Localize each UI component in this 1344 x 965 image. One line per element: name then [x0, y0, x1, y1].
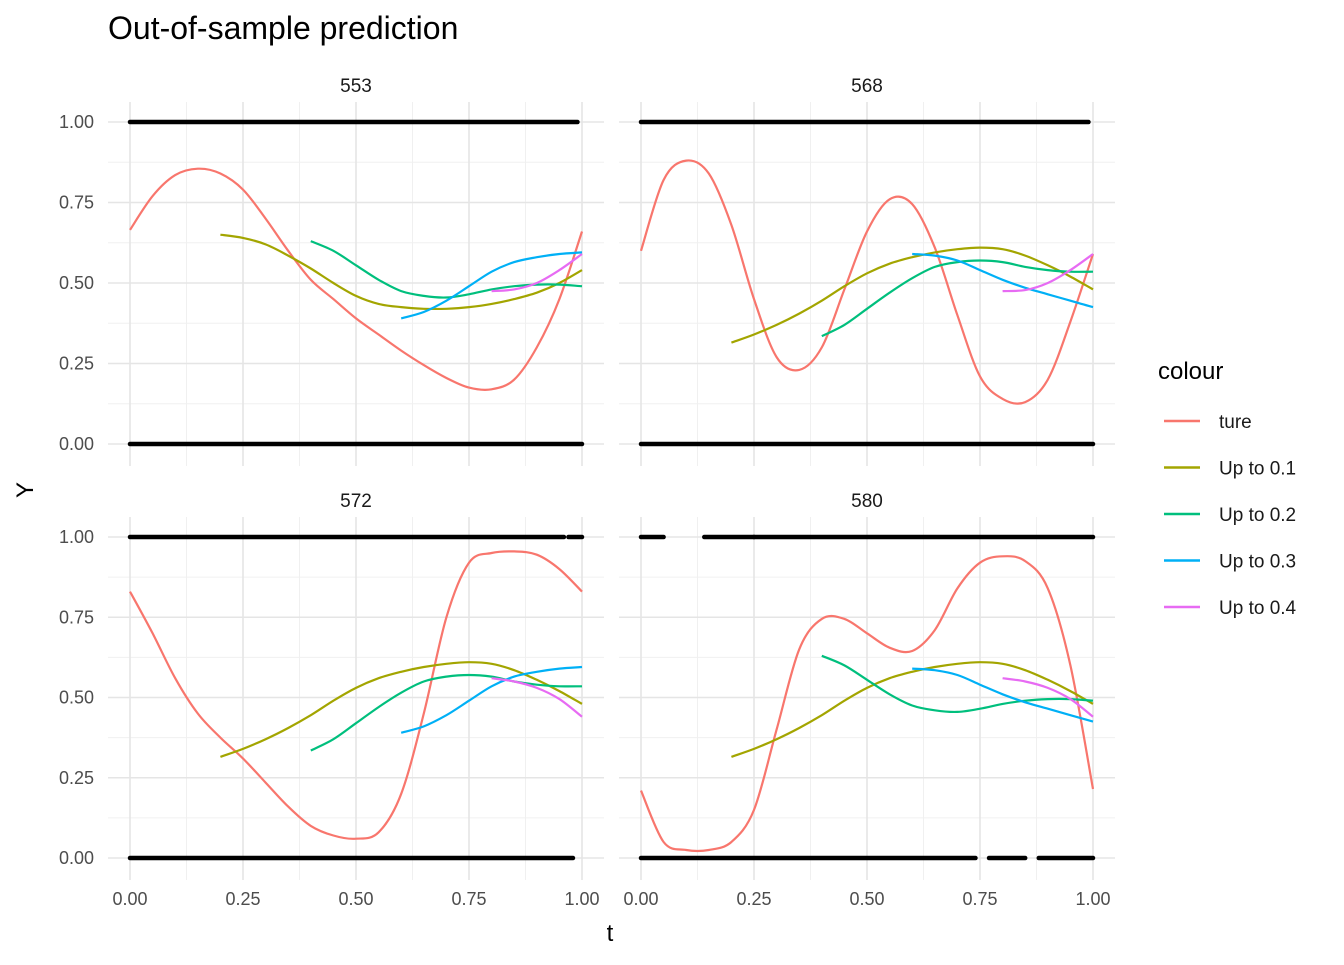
x-tick-label: 0.00: [112, 889, 147, 909]
legend-label: Up to 0.3: [1219, 552, 1296, 573]
series-line-up-to-0-3: [912, 667, 1094, 723]
y-tick-label: 0.75: [59, 607, 94, 627]
x-tick-label: 0.00: [623, 889, 658, 909]
panel-title: 580: [851, 491, 883, 512]
series-line-up-to-0-3: [400, 251, 583, 320]
series-line-ture: [639, 159, 1095, 405]
series-line-up-to-0-4: [1002, 677, 1094, 718]
series-line-up-to-0-1: [220, 233, 583, 311]
x-tick-label: 0.25: [736, 889, 771, 909]
x-tick-label: 0.50: [849, 889, 884, 909]
legend-label: Up to 0.1: [1219, 459, 1296, 480]
series-line-up-to-0-2: [821, 259, 1094, 338]
series-line-ture: [129, 550, 583, 840]
series-line-up-to-0-1: [731, 661, 1094, 758]
series-line-up-to-0-4: [491, 253, 583, 293]
chart-title: Out-of-sample prediction: [108, 10, 458, 46]
panel-title: 568: [851, 76, 883, 97]
x-tick-label: 0.25: [225, 889, 260, 909]
y-tick-label: 0.50: [59, 273, 94, 293]
x-tick-label: 0.75: [962, 889, 997, 909]
panel-title: 572: [340, 491, 372, 512]
series-line-up-to-0-1: [731, 246, 1094, 344]
x-tick-label: 1.00: [1075, 889, 1110, 909]
y-tick-label: 0.00: [59, 434, 94, 454]
series-line-up-to-0-2: [310, 240, 583, 299]
series-line-up-to-0-3: [912, 252, 1094, 309]
y-tick-label: 0.25: [59, 354, 94, 374]
x-tick-label: 1.00: [564, 889, 599, 909]
y-tick-label: 0.00: [59, 848, 94, 868]
x-tick-label: 0.50: [338, 889, 373, 909]
legend-label: ture: [1219, 412, 1252, 433]
y-tick-label: 0.75: [59, 193, 94, 213]
x-axis-label: t: [607, 920, 614, 947]
legend-title: colour: [1158, 358, 1223, 385]
series-line-up-to-0-3: [400, 665, 583, 734]
series-line-ture: [129, 167, 584, 391]
y-tick-label: 0.25: [59, 768, 94, 788]
y-tick-label: 1.00: [59, 112, 94, 132]
y-tick-label: 1.00: [59, 527, 94, 547]
y-tick-label: 0.50: [59, 688, 94, 708]
legend-label: Up to 0.4: [1219, 598, 1297, 619]
y-axis-label: Y: [12, 482, 39, 498]
series-line-up-to-0-1: [220, 661, 583, 758]
panel-title: 553: [340, 76, 372, 97]
series-line-up-to-0-2: [310, 673, 583, 752]
legend-label: Up to 0.2: [1219, 505, 1296, 526]
series-line-up-to-0-4: [1002, 253, 1094, 293]
series-line-up-to-0-4: [491, 677, 583, 718]
x-tick-label: 0.75: [451, 889, 486, 909]
series-line-up-to-0-2: [821, 654, 1094, 714]
series-line-ture: [639, 555, 1095, 853]
